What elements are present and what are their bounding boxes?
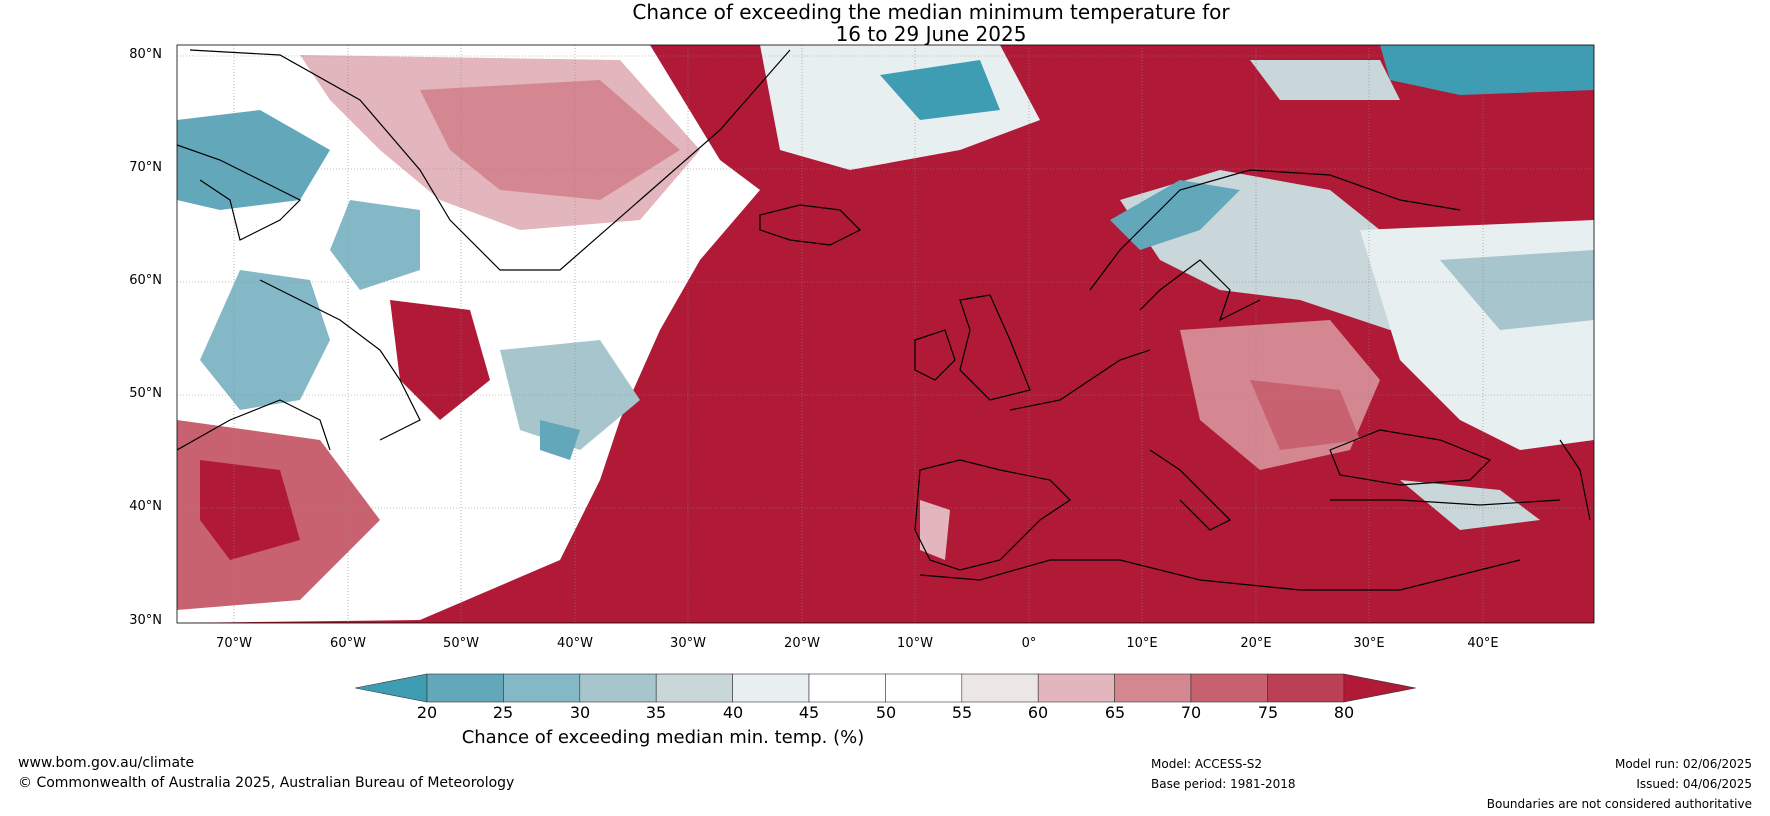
lon-label-60w: 60°W <box>330 636 366 651</box>
cool-region-davis <box>330 200 420 290</box>
coast-north-america <box>177 399 331 451</box>
coast-baltic <box>1139 259 1261 322</box>
colorbar-tick: 45 <box>798 703 820 722</box>
lon-label-0: 0° <box>1021 636 1037 651</box>
lon-label-10e: 10°E <box>1126 636 1158 651</box>
cool-region-russia2 <box>1440 250 1594 330</box>
cool-region-arctic-ne <box>1380 45 1594 95</box>
footer-issued: Issued: 04/06/2025 <box>1636 777 1752 791</box>
cool-region-arctic-e <box>1250 60 1400 100</box>
colorbar-segment <box>503 673 581 703</box>
colorbar-segment <box>1190 673 1268 703</box>
coast-ireland <box>914 329 956 381</box>
colorbar-tick: 50 <box>875 703 897 722</box>
colorbar-tick: 30 <box>569 703 591 722</box>
lon-label-10w: 10°W <box>897 636 933 651</box>
map-title-line1: Chance of exceeding the median minimum t… <box>632 0 1230 24</box>
warm-patch-sw <box>200 460 300 560</box>
cool-patch-atlantic2 <box>540 420 580 460</box>
colorbar-segment <box>655 673 733 703</box>
lon-label-20e: 20°E <box>1240 636 1272 651</box>
lon-label-40w: 40°W <box>557 636 593 651</box>
colorbar-tick: 60 <box>1027 703 1049 722</box>
lon-label-30e: 30°E <box>1353 636 1385 651</box>
cool-region-labrador <box>200 270 330 410</box>
coast-britain <box>959 294 1031 401</box>
colorbar-tick: 25 <box>492 703 514 722</box>
coast-turkey <box>1330 499 1561 506</box>
colorbar-tick: 40 <box>722 703 744 722</box>
colorbar-tick: 35 <box>645 703 667 722</box>
cool-region-baffin <box>177 110 330 210</box>
footer-copyright: © Commonwealth of Australia 2025, Austra… <box>18 775 515 791</box>
lon-label-20w: 20°W <box>784 636 820 651</box>
coast-italy <box>1149 449 1232 531</box>
colorbar-tick: 70 <box>1180 703 1202 722</box>
colorbar-segment <box>579 673 657 703</box>
lat-label-30n: 30°N <box>129 613 162 628</box>
cool-region-barents <box>880 60 1000 120</box>
colorbar-tick: 75 <box>1257 703 1279 722</box>
colorbar-label: Chance of exceeding median min. temp. (%… <box>461 727 865 748</box>
footer-website: www.bom.gov.au/climate <box>18 755 195 771</box>
lat-label-40n: 40°N <box>129 499 162 514</box>
lat-label-60n: 60°N <box>129 273 162 288</box>
lon-label-40e: 40°E <box>1467 636 1499 651</box>
coast-iberia <box>914 459 1071 571</box>
map-frame <box>176 44 1595 624</box>
map-title-line2: 16 to 29 June 2025 <box>835 22 1027 46</box>
lon-label-70w: 70°W <box>216 636 252 651</box>
colorbar-tick: 65 <box>1104 703 1126 722</box>
lat-label-70n: 70°N <box>129 160 162 175</box>
cool-patch-turkey <box>1400 480 1540 530</box>
map-field <box>177 45 1594 623</box>
colorbar-arrow-low <box>354 673 428 703</box>
lat-label-50n: 50°N <box>129 386 162 401</box>
coast-labrador <box>259 279 421 441</box>
colorbar-segment <box>1037 673 1115 703</box>
colorbar-tick: 20 <box>416 703 438 722</box>
colorbar-segment <box>426 673 504 703</box>
footer-base-period: Base period: 1981-2018 <box>1151 777 1296 791</box>
footer-model: Model: ACCESS-S2 <box>1151 757 1263 771</box>
colorbar-segment <box>885 673 963 703</box>
footer-disclaimer: Boundaries are not considered authoritat… <box>1486 797 1752 811</box>
colorbar-tick: 55 <box>951 703 973 722</box>
coast-baffin <box>177 144 302 241</box>
colorbar-segment <box>1267 673 1345 703</box>
colorbar-segment <box>732 673 810 703</box>
colorbar-segment <box>808 673 886 703</box>
lon-label-50w: 50°W <box>443 636 479 651</box>
colorbar-segment <box>1114 673 1192 703</box>
coast-black-sea <box>1329 429 1492 486</box>
colorbar-tick: 80 <box>1333 703 1355 722</box>
coast-iceland <box>759 204 862 246</box>
warm-light-balkans <box>1250 380 1360 450</box>
coast-caspian <box>1559 439 1591 521</box>
coast-north-africa <box>919 559 1521 591</box>
cool-region-norway <box>1110 180 1240 250</box>
colorbar-segment <box>961 673 1039 703</box>
lon-label-30w: 30°W <box>670 636 706 651</box>
coast-greenland <box>189 49 791 271</box>
warm-patch-iberia-cool <box>920 500 950 560</box>
colorbar-arrow-high <box>1343 673 1416 703</box>
warm-patch-newfoundland <box>390 300 490 420</box>
coastlines <box>177 49 1591 591</box>
coast-europe-west <box>1009 349 1151 411</box>
graticule <box>177 45 1594 623</box>
warm-mid-north <box>420 80 680 200</box>
coast-scandinavia <box>1089 169 1461 291</box>
lat-label-80n: 80°N <box>129 47 162 62</box>
footer-model-run: Model run: 02/06/2025 <box>1614 757 1752 771</box>
